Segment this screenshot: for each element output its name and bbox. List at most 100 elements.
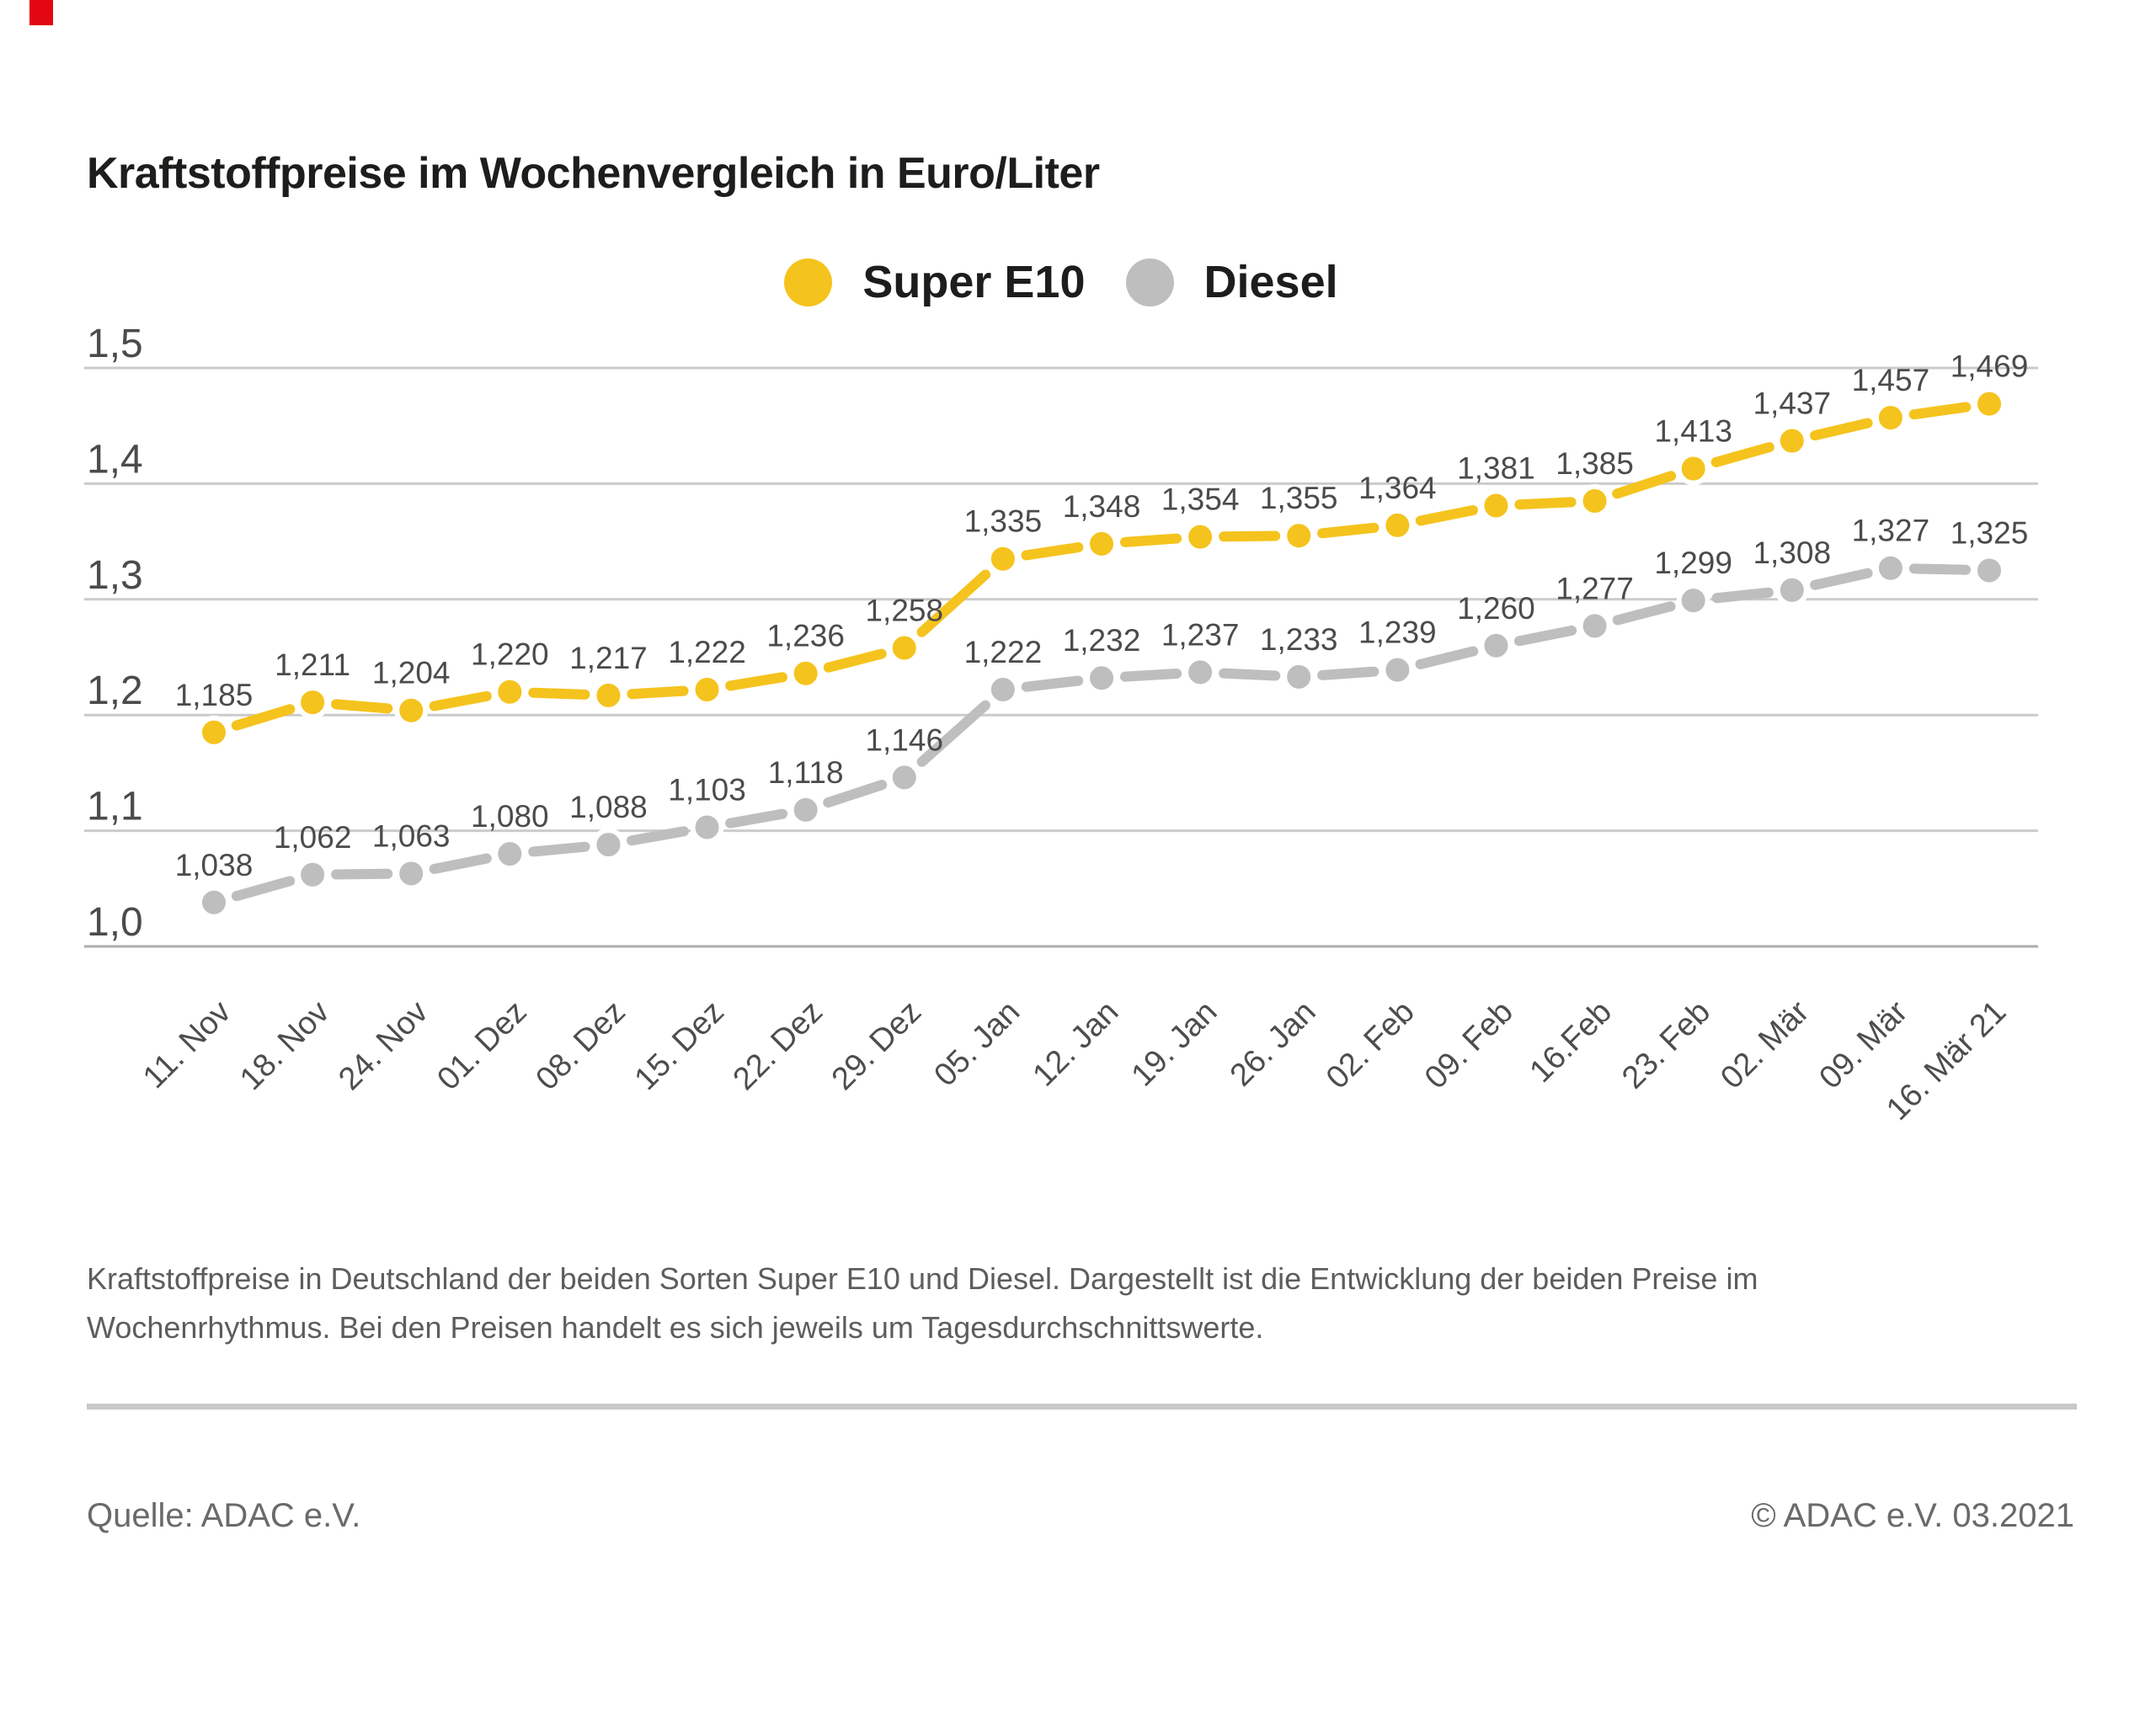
series-segment-diesel	[429, 853, 492, 874]
y-tick-label-1,1: 1,1	[87, 785, 143, 829]
x-tick-label-09. Mär: 09. Mär	[1812, 994, 1914, 1095]
data-point-super-e10-01. Dez	[493, 674, 527, 709]
data-label-diesel-24. Nov: 1,063	[372, 818, 451, 853]
series-segment-super-e10	[1119, 533, 1182, 547]
series-segment-super-e10	[725, 672, 788, 691]
y-tick-label-1,5: 1,5	[87, 322, 143, 366]
series-segment-diesel	[1908, 563, 1972, 575]
data-point-super-e10-05. Jan	[985, 541, 1020, 576]
y-tick-label-1,2: 1,2	[87, 669, 143, 713]
data-label-super-e10-09. Feb: 1,381	[1457, 451, 1535, 486]
data-label-super-e10-11. Nov: 1,185	[175, 678, 253, 712]
data-label-diesel-15. Dez: 1,103	[668, 772, 746, 807]
data-point-super-e10-29. Dez	[887, 631, 921, 665]
data-point-super-e10-15. Dez	[690, 672, 724, 706]
data-label-diesel-12. Jan: 1,232	[1063, 623, 1141, 658]
data-point-super-e10-18. Nov	[296, 685, 330, 720]
data-label-diesel-26. Jan: 1,233	[1260, 622, 1338, 657]
x-tick-label-18. Nov: 18. Nov	[233, 994, 336, 1097]
series-segment-diesel	[1021, 675, 1084, 692]
data-label-diesel-01. Dez: 1,080	[471, 799, 549, 834]
data-label-super-e10-16. Mär 21: 1,469	[1951, 349, 2029, 384]
x-tick-label-12. Jan: 12. Jan	[1027, 994, 1126, 1094]
data-label-super-e10-26. Jan: 1,355	[1260, 481, 1338, 515]
data-label-super-e10-02. Mär: 1,437	[1753, 386, 1831, 421]
caption-line-2: Wochenrhythmus. Bei den Preisen handelt …	[87, 1309, 1264, 1345]
data-label-diesel-19. Jan: 1,237	[1161, 617, 1240, 652]
series-segment-super-e10	[429, 690, 492, 711]
series-segment-super-e10	[1514, 497, 1577, 510]
series-segment-diesel	[1119, 669, 1182, 682]
series-segment-super-e10	[1415, 504, 1478, 526]
x-tick-label-05. Jan: 05. Jan	[927, 994, 1027, 1094]
series-segment-super-e10	[1810, 418, 1873, 441]
series-segment-diesel	[1219, 668, 1281, 681]
data-point-diesel-24. Nov	[394, 856, 429, 891]
data-label-super-e10-09. Mär: 1,457	[1852, 363, 1930, 397]
data-point-super-e10-24. Nov	[394, 693, 429, 727]
data-label-super-e10-05. Jan: 1,335	[964, 504, 1043, 539]
series-segment-diesel	[1513, 625, 1577, 647]
data-label-super-e10-16.Feb: 1,385	[1556, 446, 1634, 481]
data-label-diesel-16. Mär 21: 1,325	[1951, 515, 2029, 550]
caption-line-1: Kraftstoffpreise in Deutschland der beid…	[87, 1261, 1758, 1296]
x-tick-label-02. Feb: 02. Feb	[1320, 994, 1422, 1096]
series-segment-diesel	[725, 808, 788, 829]
data-label-super-e10-12. Jan: 1,348	[1063, 489, 1141, 524]
data-label-super-e10-19. Jan: 1,354	[1161, 482, 1240, 517]
adac-logo-fragment	[29, 0, 53, 25]
data-point-super-e10-22. Dez	[788, 656, 823, 690]
legend-item-diesel: Diesel	[1125, 256, 1338, 308]
series-segment-diesel	[916, 700, 990, 767]
data-label-diesel-16.Feb: 1,277	[1556, 571, 1634, 605]
data-point-super-e10-11. Nov	[197, 715, 231, 749]
super-e10-dot-icon	[784, 258, 833, 306]
data-point-diesel-22. Dez	[788, 792, 823, 827]
data-label-diesel-18. Nov: 1,062	[274, 820, 352, 855]
series-segment-super-e10	[1021, 542, 1084, 561]
data-point-super-e10-02. Feb	[1380, 508, 1415, 542]
x-tick-label-02. Mär: 02. Mär	[1714, 994, 1816, 1095]
data-point-diesel-19. Jan	[1183, 655, 1218, 690]
data-point-diesel-16. Mär 21	[1972, 553, 2006, 588]
data-point-super-e10-08. Dez	[591, 678, 626, 712]
data-point-super-e10-26. Jan	[1282, 519, 1316, 553]
data-label-super-e10-22. Dez: 1,236	[766, 619, 845, 653]
source-credit: Quelle: ADAC e.V.	[87, 1497, 361, 1534]
data-point-diesel-08. Dez	[591, 828, 626, 862]
footer-divider	[87, 1404, 2077, 1410]
data-label-diesel-02. Mär: 1,308	[1753, 536, 1831, 570]
series-segment-diesel	[1317, 666, 1380, 680]
data-point-super-e10-19. Jan	[1183, 520, 1218, 554]
data-point-diesel-16.Feb	[1577, 609, 1612, 643]
data-point-diesel-29. Dez	[887, 760, 921, 795]
series-segment-super-e10	[1612, 471, 1677, 499]
x-tick-label-16.Feb: 16.Feb	[1524, 994, 1619, 1090]
x-tick-label-19. Jan: 19. Jan	[1125, 994, 1225, 1094]
legend-item-super-e10: Super E10	[784, 256, 1086, 308]
data-label-super-e10-01. Dez: 1,220	[471, 637, 549, 672]
copyright-notice: © ADAC e.V. 03.2021	[1751, 1497, 2074, 1534]
x-tick-label-22. Dez: 22. Dez	[727, 994, 830, 1097]
data-point-diesel-11. Nov	[197, 885, 231, 919]
data-point-diesel-09. Feb	[1479, 628, 1513, 663]
legend-label-super-e10: Super E10	[862, 257, 1086, 307]
data-label-super-e10-29. Dez: 1,258	[865, 594, 943, 628]
series-segment-super-e10	[1710, 442, 1774, 467]
series-segment-diesel	[627, 826, 689, 846]
data-label-diesel-22. Dez: 1,118	[768, 755, 844, 790]
x-tick-label-01. Dez: 01. Dez	[430, 994, 533, 1097]
chart-legend: Super E10 Diesel	[84, 253, 2038, 312]
series-segment-diesel	[1612, 601, 1676, 626]
data-label-diesel-02. Feb: 1,239	[1358, 616, 1437, 650]
y-tick-label-1,3: 1,3	[87, 553, 143, 598]
data-label-diesel-09. Mär: 1,327	[1852, 514, 1930, 548]
data-label-diesel-08. Dez: 1,088	[569, 790, 648, 824]
x-tick-label-11. Nov: 11. Nov	[136, 994, 237, 1095]
series-segment-super-e10	[528, 687, 590, 700]
legend-label-diesel: Diesel	[1203, 257, 1338, 307]
data-point-diesel-02. Mär	[1774, 573, 1809, 607]
series-segment-super-e10	[1317, 522, 1380, 539]
